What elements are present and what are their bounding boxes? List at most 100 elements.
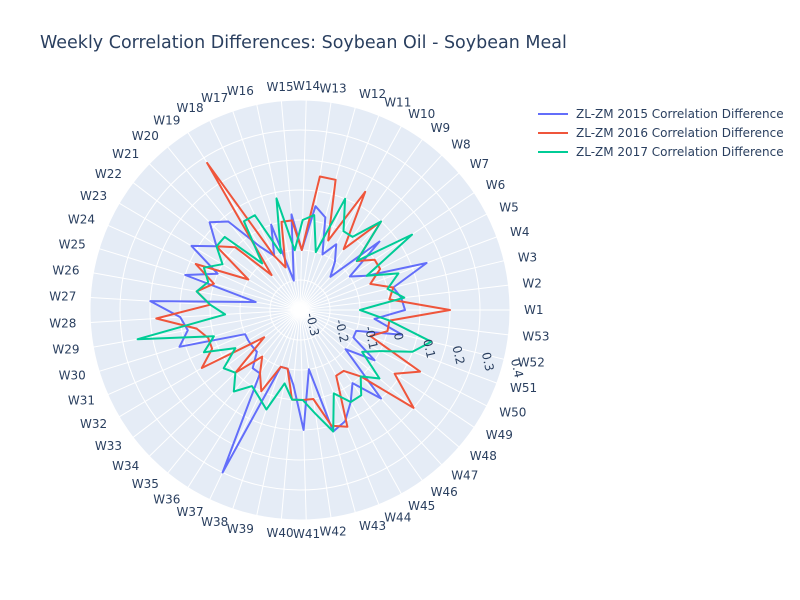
angular-tick-label: W32 [80,417,107,431]
angular-tick-label: W21 [112,147,139,161]
angular-grid-line [299,309,307,520]
angular-tick-label: W31 [68,393,95,407]
angular-grid-line [90,297,301,311]
angular-grid-line [299,309,475,428]
angular-grid-line [280,100,301,311]
angular-tick-label: W48 [470,449,497,463]
angular-tick-label: W6 [486,178,506,192]
angular-tick-label: W30 [59,368,86,382]
angular-grid-line [299,139,423,311]
angular-tick-label: W53 [522,330,549,344]
angular-tick-label: W43 [359,519,386,533]
angular-grid-line [187,309,301,488]
radial-tick-label: -0.3 [303,312,322,338]
angular-tick-label: W3 [518,250,538,264]
angular-tick-label: W35 [132,477,159,491]
legend-label: ZL-ZM 2017 Correlation Difference [576,144,784,159]
angular-grid-line [299,192,475,311]
angular-tick-label: W52 [518,356,545,370]
angular-grid-line [280,309,301,520]
angular-grid-line [299,309,498,384]
angular-tick-label: W4 [510,225,530,239]
angular-tick-label: W41 [293,527,320,541]
angular-tick-label: W11 [384,95,411,109]
radial-tick-label: -0.2 [332,318,351,344]
legend-swatch [538,131,568,134]
angular-tick-label: W45 [408,499,435,513]
angular-grid-line [299,154,443,311]
angular-grid-line [90,309,301,323]
angular-tick-label: W1 [524,303,544,317]
legend-item-1[interactable]: ZL-ZM 2015 Correlation Difference [538,104,784,123]
series-line-3 [136,197,433,433]
radial-tick-label: 0 [391,331,406,342]
angular-tick-label: W18 [177,101,204,115]
angular-grid-line [299,309,488,407]
angular-tick-label: W50 [499,405,526,419]
angular-tick-label: W36 [153,492,180,506]
angular-tick-label: W13 [320,82,347,96]
legend-item-3[interactable]: ZL-ZM 2017 Correlation Difference [538,142,784,161]
angular-tick-label: W42 [320,525,347,539]
angular-grid-line [148,309,301,457]
angular-tick-label: W38 [201,515,228,529]
chart-title: Weekly Correlation Differences: Soybean … [40,33,567,53]
angular-tick-label: W22 [95,167,122,181]
angular-tick-label: W8 [451,138,471,152]
legend-swatch [538,112,568,115]
angular-tick-label: W25 [59,238,86,252]
angular-tick-label: W2 [522,277,542,291]
angular-tick-label: W24 [68,213,95,227]
angular-tick-label: W51 [510,381,537,395]
angular-grid-line [299,309,356,513]
angular-tick-label: W17 [201,91,228,105]
radial-tick-label: 0.3 [479,351,497,373]
angular-tick-label: W15 [267,80,294,94]
angular-tick-label: W23 [80,189,107,203]
angular-tick-label: W10 [408,107,435,121]
angular-tick-label: W49 [486,428,513,442]
angular-tick-label: W20 [132,129,159,143]
angular-tick-label: W28 [49,316,76,330]
radial-tick-label: 0.1 [420,338,438,360]
angular-grid-line [299,260,505,311]
angular-grid-line [299,107,356,311]
legend-label: ZL-ZM 2015 Correlation Difference [576,106,784,121]
angular-tick-label: W29 [52,343,79,357]
angular-grid-line [132,309,301,438]
angular-tick-label: W14 [293,79,320,93]
angular-grid-line [118,202,301,311]
angular-grid-line [256,309,301,516]
polar-series-layer [136,161,451,474]
angular-grid-line [99,248,301,311]
series-line-1 [149,205,428,474]
angular-tick-label: W16 [227,84,254,98]
angular-tick-label: W33 [95,439,122,453]
angular-tick-label: W5 [499,201,519,215]
angular-tick-label: W40 [267,526,294,540]
angular-tick-label: W39 [227,522,254,536]
angular-grid-line [99,309,301,372]
legend-item-2[interactable]: ZL-ZM 2016 Correlation Difference [538,123,784,142]
angular-tick-label: W37 [177,505,204,519]
angular-grid-line [299,213,488,311]
angular-grid-line [299,309,380,505]
angular-grid-line [232,110,301,311]
angular-tick-label: W46 [431,485,458,499]
angular-grid-line [299,309,443,466]
legend: ZL-ZM 2015 Correlation Difference ZL-ZM 2… [538,104,784,161]
angular-tick-label: W9 [431,121,451,135]
angular-grid-line [299,100,307,311]
series-line-2 [155,161,451,428]
angular-tick-label: W34 [112,459,139,473]
angular-tick-label: W26 [52,263,79,277]
angular-grid-line [299,125,402,311]
radial-tick-label: -0.1 [362,325,381,351]
angular-grid-line [299,115,380,311]
angular-tick-label: W27 [49,290,76,304]
angular-tick-label: W44 [384,511,411,525]
radial-tick-label: 0.2 [449,344,467,366]
angular-grid-line [167,146,301,311]
legend-swatch [538,150,568,153]
angular-grid-line [299,309,509,336]
